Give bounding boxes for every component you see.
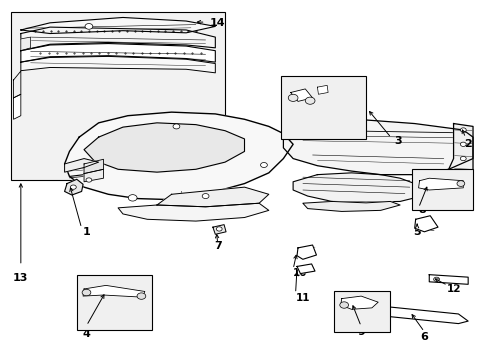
Polygon shape [64,158,99,172]
Polygon shape [83,285,144,297]
Circle shape [202,194,208,199]
Circle shape [287,94,297,102]
Text: 12: 12 [446,284,460,294]
Circle shape [459,142,465,147]
Circle shape [260,162,267,167]
Polygon shape [84,159,103,174]
Polygon shape [157,187,268,207]
Bar [11,12,224,180]
Polygon shape [14,94,21,119]
Polygon shape [302,202,399,211]
Polygon shape [317,85,327,94]
Circle shape [459,171,465,175]
Circle shape [173,124,180,129]
Polygon shape [21,44,215,62]
Text: 6: 6 [420,332,427,342]
Text: 11: 11 [295,293,309,303]
Text: 9: 9 [357,327,365,337]
Bar [411,169,472,210]
Polygon shape [212,225,225,234]
Circle shape [456,181,464,186]
Circle shape [459,185,465,189]
Text: 14: 14 [209,18,225,28]
Circle shape [137,293,145,299]
Polygon shape [296,264,314,274]
Text: 3: 3 [393,136,401,146]
Polygon shape [292,173,414,202]
Polygon shape [21,37,30,51]
Polygon shape [296,245,316,259]
Polygon shape [84,123,244,172]
Text: 2: 2 [463,139,471,149]
Polygon shape [448,123,472,202]
Circle shape [305,97,314,104]
Circle shape [85,23,93,29]
Circle shape [82,289,91,296]
Polygon shape [290,89,312,102]
Text: 5: 5 [412,227,420,237]
Polygon shape [21,57,215,73]
Circle shape [459,157,465,161]
Circle shape [339,302,348,308]
Text: 10: 10 [293,268,307,278]
Polygon shape [64,112,292,200]
Polygon shape [14,71,21,98]
Circle shape [128,195,137,201]
Text: 4: 4 [82,329,90,339]
Polygon shape [283,120,472,175]
Polygon shape [64,179,83,195]
Polygon shape [84,169,103,182]
Text: 8: 8 [417,205,425,215]
Circle shape [459,128,465,132]
Polygon shape [21,18,215,33]
Polygon shape [418,178,462,190]
Circle shape [216,227,222,231]
Bar [334,291,389,332]
Circle shape [70,185,76,189]
Polygon shape [340,296,377,309]
Polygon shape [118,203,268,221]
Polygon shape [377,307,467,324]
Circle shape [433,277,439,282]
Bar [281,76,366,139]
Polygon shape [21,27,215,51]
Text: 13: 13 [13,273,28,283]
Circle shape [86,178,92,182]
Polygon shape [414,216,437,232]
Text: 7: 7 [213,241,221,251]
Text: 1: 1 [82,227,90,237]
Polygon shape [428,275,467,284]
Bar [77,275,152,330]
